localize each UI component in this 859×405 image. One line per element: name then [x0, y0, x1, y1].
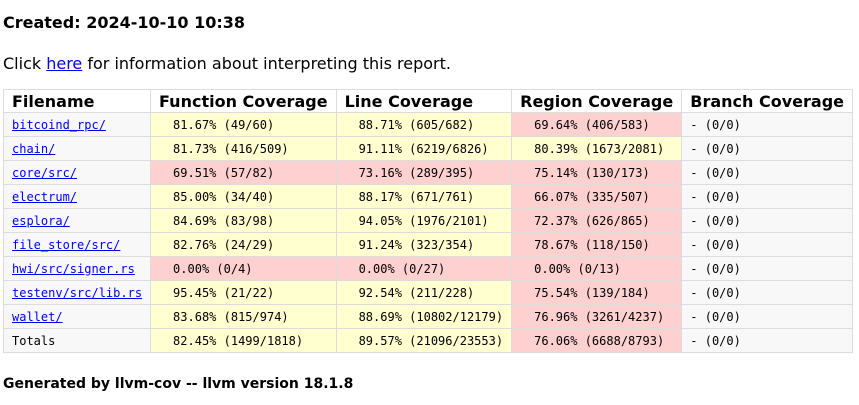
filename-cell: hwi/src/signer.rs	[2, 256, 152, 281]
info-prefix: Click	[3, 54, 47, 73]
file-link[interactable]: file_store/src/	[12, 237, 121, 252]
function-coverage-cell: 85.00% (34/40)	[150, 184, 337, 209]
table-row: hwi/src/signer.rs 0.00% (0/4) 0.00% (0/27)…	[2, 256, 853, 281]
function-coverage-cell: 83.68% (815/974)	[150, 304, 337, 329]
file-link[interactable]: testenv/src/lib.rs	[12, 285, 143, 300]
filename-cell: file_store/src/	[2, 232, 152, 257]
function-coverage-cell: 69.51% (57/82)	[150, 160, 337, 185]
info-suffix: for information about interpreting this …	[82, 54, 451, 73]
function-coverage-cell: 81.67% (49/60)	[150, 112, 337, 137]
coverage-table-header-row: Filename Function Coverage Line Coverage…	[2, 89, 853, 113]
function-coverage-cell: 82.45% (1499/1818)	[150, 328, 337, 353]
branch-coverage-cell: - (0/0)	[681, 256, 853, 281]
region-coverage-cell: 0.00% (0/13)	[511, 256, 683, 281]
branch-coverage-cell: - (0/0)	[681, 208, 853, 233]
table-row: core/src/69.51% (57/82) 73.16% (289/395) 7…	[2, 160, 853, 185]
branch-coverage-cell: - (0/0)	[681, 304, 853, 329]
filename-cell: esplora/	[2, 208, 152, 233]
line-coverage-cell: 91.24% (323/354)	[335, 232, 513, 257]
file-link[interactable]: esplora/	[12, 213, 70, 228]
file-link[interactable]: bitcoind_rpc/	[12, 117, 106, 132]
function-coverage-cell: 82.76% (24/29)	[150, 232, 337, 257]
line-coverage-cell: 88.69% (10802/12179)	[335, 304, 513, 329]
filename-cell: bitcoind_rpc/	[2, 112, 152, 137]
function-coverage-cell: 81.73% (416/509)	[150, 136, 337, 161]
line-coverage-cell: 88.17% (671/761)	[335, 184, 513, 209]
totals-row: Totals 82.45% (1499/1818) 89.57% (21096/23…	[2, 328, 853, 353]
branch-coverage-cell: - (0/0)	[681, 112, 853, 137]
file-link[interactable]: core/src/	[12, 165, 78, 180]
function-coverage-cell: 84.69% (83/98)	[150, 208, 337, 233]
table-row: bitcoind_rpc/81.67% (49/60) 88.71% (605/6…	[2, 112, 853, 137]
branch-coverage-cell: - (0/0)	[681, 136, 853, 161]
region-coverage-cell: 76.06% (6688/8793)	[511, 328, 683, 353]
interpreting-report-link[interactable]: here	[46, 54, 83, 73]
line-coverage-cell: 73.16% (289/395)	[335, 160, 513, 185]
table-row: wallet/83.68% (815/974) 88.69% (10802/121…	[2, 304, 853, 329]
column-header-function-coverage: Function Coverage	[150, 89, 337, 113]
filename-cell: chain/	[2, 136, 152, 161]
branch-coverage-cell: - (0/0)	[681, 160, 853, 185]
region-coverage-cell: 72.37% (626/865)	[511, 208, 683, 233]
filename-cell: core/src/	[2, 160, 152, 185]
table-row: electrum/85.00% (34/40) 88.17% (671/761) 6…	[2, 184, 853, 209]
region-coverage-cell: 66.07% (335/507)	[511, 184, 683, 209]
branch-coverage-cell: - (0/0)	[681, 184, 853, 209]
file-link[interactable]: electrum/	[12, 189, 78, 204]
table-row: esplora/84.69% (83/98) 94.05% (1976/2101)…	[2, 208, 853, 233]
region-coverage-cell: 78.67% (118/150)	[511, 232, 683, 257]
column-header-region-coverage: Region Coverage	[511, 89, 683, 113]
table-row: file_store/src/82.76% (24/29) 91.24% (323…	[2, 232, 853, 257]
function-coverage-cell: 95.45% (21/22)	[150, 280, 337, 305]
filename-cell: testenv/src/lib.rs	[2, 280, 152, 305]
line-coverage-cell: 92.54% (211/228)	[335, 280, 513, 305]
file-link[interactable]: chain/	[12, 141, 56, 156]
column-header-filename: Filename	[2, 89, 152, 113]
table-row: chain/81.73% (416/509) 91.11% (6219/6826)…	[2, 136, 853, 161]
column-header-line-coverage: Line Coverage	[335, 89, 513, 113]
line-coverage-cell: 89.57% (21096/23553)	[335, 328, 513, 353]
table-row: testenv/src/lib.rs 95.45% (21/22) 92.54% (…	[2, 280, 853, 305]
branch-coverage-cell: - (0/0)	[681, 328, 853, 353]
column-header-branch-coverage: Branch Coverage	[681, 89, 853, 113]
region-coverage-cell: 69.64% (406/583)	[511, 112, 683, 137]
file-link[interactable]: wallet/	[12, 309, 63, 324]
branch-coverage-cell: - (0/0)	[681, 232, 853, 257]
line-coverage-cell: 88.71% (605/682)	[335, 112, 513, 137]
region-coverage-cell: 75.14% (130/173)	[511, 160, 683, 185]
report-info-text: Click here for information about interpr…	[3, 54, 451, 73]
report-created-timestamp: Created: 2024-10-10 10:38	[3, 13, 246, 32]
line-coverage-cell: 94.05% (1976/2101)	[335, 208, 513, 233]
coverage-table: Filename Function Coverage Line Coverage…	[2, 89, 853, 353]
region-coverage-cell: 75.54% (139/184)	[511, 280, 683, 305]
file-link[interactable]: hwi/src/signer.rs	[12, 261, 135, 276]
function-coverage-cell: 0.00% (0/4)	[150, 256, 337, 281]
line-coverage-cell: 0.00% (0/27)	[335, 256, 513, 281]
filename-cell: wallet/	[2, 304, 152, 329]
filename-cell: Totals	[2, 328, 152, 353]
region-coverage-cell: 76.96% (3261/4237)	[511, 304, 683, 329]
region-coverage-cell: 80.39% (1673/2081)	[511, 136, 683, 161]
report-footer: Generated by llvm-cov -- llvm version 18…	[3, 376, 354, 392]
branch-coverage-cell: - (0/0)	[681, 280, 853, 305]
filename-cell: electrum/	[2, 184, 152, 209]
line-coverage-cell: 91.11% (6219/6826)	[335, 136, 513, 161]
